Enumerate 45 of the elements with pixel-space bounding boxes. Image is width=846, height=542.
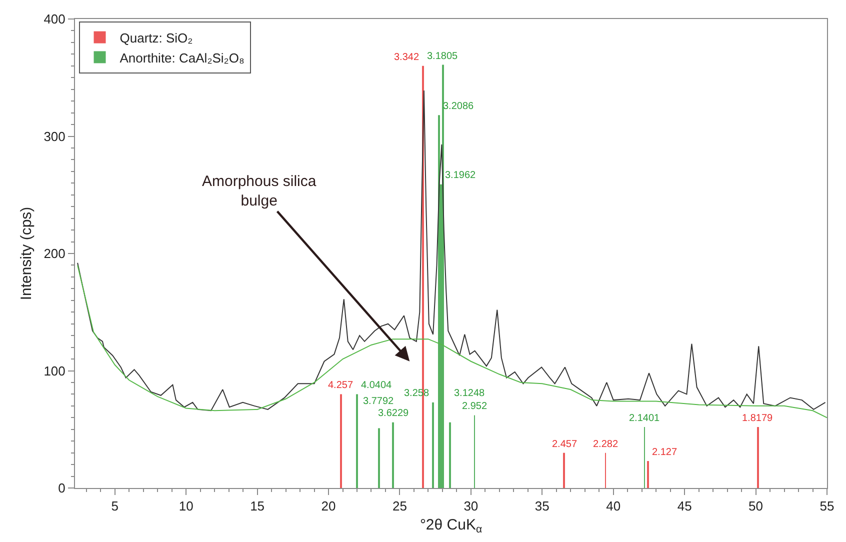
bar — [563, 452, 565, 488]
annotation: 3.1805 — [427, 51, 458, 62]
x-tick-label: 25 — [392, 498, 407, 514]
annotation: Amorphous silica bulge — [202, 173, 317, 210]
bar — [647, 461, 649, 488]
bar — [356, 394, 358, 488]
legend-label: Quartz: SiO₂ — [120, 30, 193, 46]
bar — [392, 422, 394, 488]
bar — [378, 428, 380, 488]
x-tick-label: 15 — [250, 498, 265, 514]
annotation: 2.1401 — [629, 413, 660, 424]
y-axis-title: Intensity (cps) — [18, 206, 35, 300]
annotation: 2.282 — [593, 439, 618, 450]
bar — [340, 394, 342, 488]
x-tick-label: 35 — [534, 498, 550, 514]
annotation: 3.1962 — [445, 170, 476, 181]
annotation: 3.1248 — [454, 388, 486, 399]
bar — [438, 115, 440, 488]
legend-label: Anorthite: CaAl₂Si₂O₈ — [120, 50, 244, 66]
bar — [432, 402, 434, 488]
bar — [757, 427, 759, 488]
annotation: 3.7792 — [363, 396, 394, 407]
x-tick-label: 50 — [748, 498, 764, 514]
annotation: 1.8179 — [742, 413, 774, 424]
y-tick-label: 0 — [58, 480, 66, 496]
annotation: 2.952 — [462, 401, 488, 412]
x-tick-label: 5 — [111, 498, 118, 514]
annotation: 2.457 — [552, 439, 578, 450]
annotation: 4.0404 — [361, 380, 392, 391]
annotation: 2.127 — [652, 447, 678, 458]
y-tick-label: 200 — [44, 246, 66, 262]
y-tick-label: 400 — [44, 12, 66, 27]
x-axis-title: °2θ CuK$_{α}$ — [420, 516, 482, 536]
x-tick-label: 10 — [178, 498, 194, 514]
x-tick-label: 20 — [321, 498, 336, 514]
x-tick-label: 40 — [606, 498, 621, 514]
annotation: 3.6229 — [378, 408, 410, 419]
x-tick-label: 45 — [677, 498, 692, 514]
annotation: 3.342 — [394, 52, 420, 63]
annotation: 4.257 — [328, 380, 354, 391]
bar — [449, 422, 451, 488]
x-tick-label: 30 — [464, 498, 478, 514]
x-tick-label: 55 — [820, 498, 834, 514]
y-tick-label: 100 — [44, 363, 66, 378]
y-tick-label: 300 — [44, 128, 66, 144]
